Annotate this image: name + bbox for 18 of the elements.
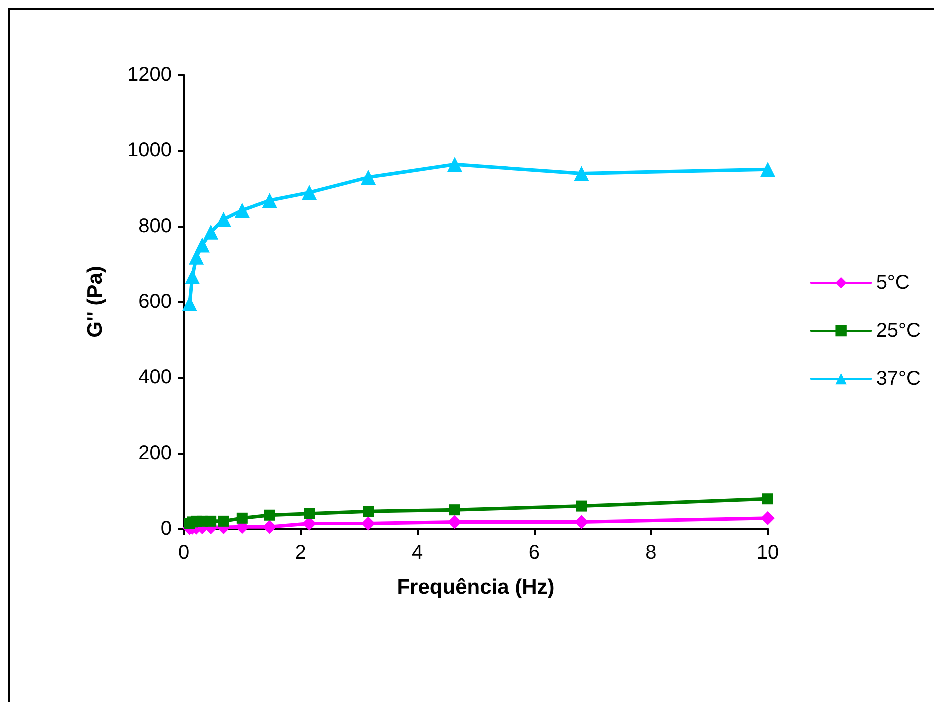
x-tick-label: 2: [295, 542, 306, 564]
legend-label: 5°C: [876, 272, 910, 294]
legend-label: 25°C: [876, 320, 921, 342]
x-axis-title: Frequência (Hz): [397, 576, 555, 599]
x-tick-label: 10: [756, 542, 780, 564]
y-axis-title: G'' (Pa): [84, 266, 107, 338]
y-tick-label: 1000: [128, 140, 172, 162]
y-tick-label: 400: [138, 366, 172, 389]
y-tick-label: 0: [160, 518, 172, 540]
legend-label: 37°C: [876, 368, 921, 390]
y-tick-label: 800: [138, 215, 172, 238]
x-tick-label: 6: [528, 542, 540, 564]
x-tick-label: 8: [646, 542, 657, 564]
x-tick-label: 4: [412, 542, 424, 564]
y-tick-label: 1200: [128, 64, 172, 86]
y-tick-label: 200: [138, 442, 172, 464]
x-tick-label: 0: [178, 542, 190, 564]
y-tick-label: 600: [138, 291, 172, 313]
